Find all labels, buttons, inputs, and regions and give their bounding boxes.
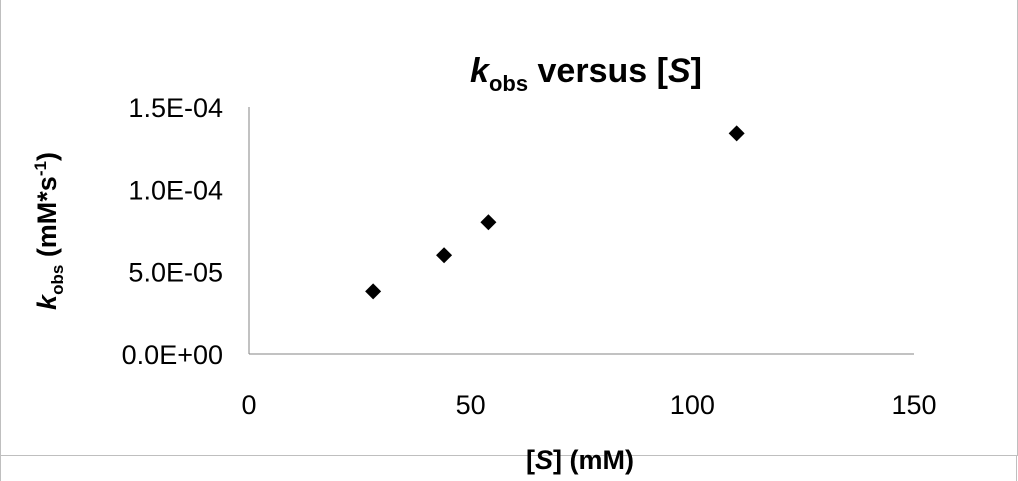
data-point-diamond (728, 125, 745, 142)
x-tick-label: 150 (891, 390, 936, 420)
x-tick-label: 100 (670, 390, 715, 420)
chart-frame-edge-right (1016, 455, 1017, 481)
y-axis-label-close: ) (32, 152, 62, 161)
x-tick-label: 50 (456, 390, 486, 420)
y-tick-labels: 0.0E+00 5.0E-05 1.0E-04 1.5E-04 (122, 93, 223, 370)
data-point-diamond (436, 247, 453, 264)
chart-title-subscript: obs (489, 71, 528, 96)
data-point-diamond (480, 214, 497, 231)
x-axis-label-var: S (535, 445, 553, 475)
y-axis-label-text: (mM*s (32, 176, 62, 265)
y-tick-label: 1.0E-04 (128, 175, 223, 205)
x-tick-labels: 0 50 100 150 (241, 390, 936, 420)
y-axis-label-symbol: k (32, 293, 62, 310)
y-tick-label: 1.5E-04 (128, 93, 223, 123)
data-points (365, 125, 745, 300)
data-point-diamond (365, 283, 382, 300)
x-axis-label-text: ] (mM) (553, 445, 634, 475)
y-tick-label: 5.0E-05 (128, 258, 223, 288)
y-tick-label: 0.0E+00 (122, 340, 223, 370)
y-axis-label-superscript: -1 (31, 161, 50, 176)
chart-frame-edge-left (0, 455, 1, 481)
y-axis-label: kobs (mM*s-1) (31, 152, 67, 310)
chart-title-var: S (668, 52, 691, 90)
chart-title-close: ] (691, 52, 702, 90)
chart-title-symbol: k (470, 52, 491, 90)
y-axis-label-subscript: obs (48, 265, 67, 295)
chart-title-text: versus [ (528, 52, 668, 90)
x-tick-label: 0 (241, 390, 256, 420)
x-axis-label: [S] (mM) (526, 445, 634, 475)
chart-title: kobs versus [S] (470, 52, 702, 96)
x-axis-label-open: [ (526, 445, 535, 475)
